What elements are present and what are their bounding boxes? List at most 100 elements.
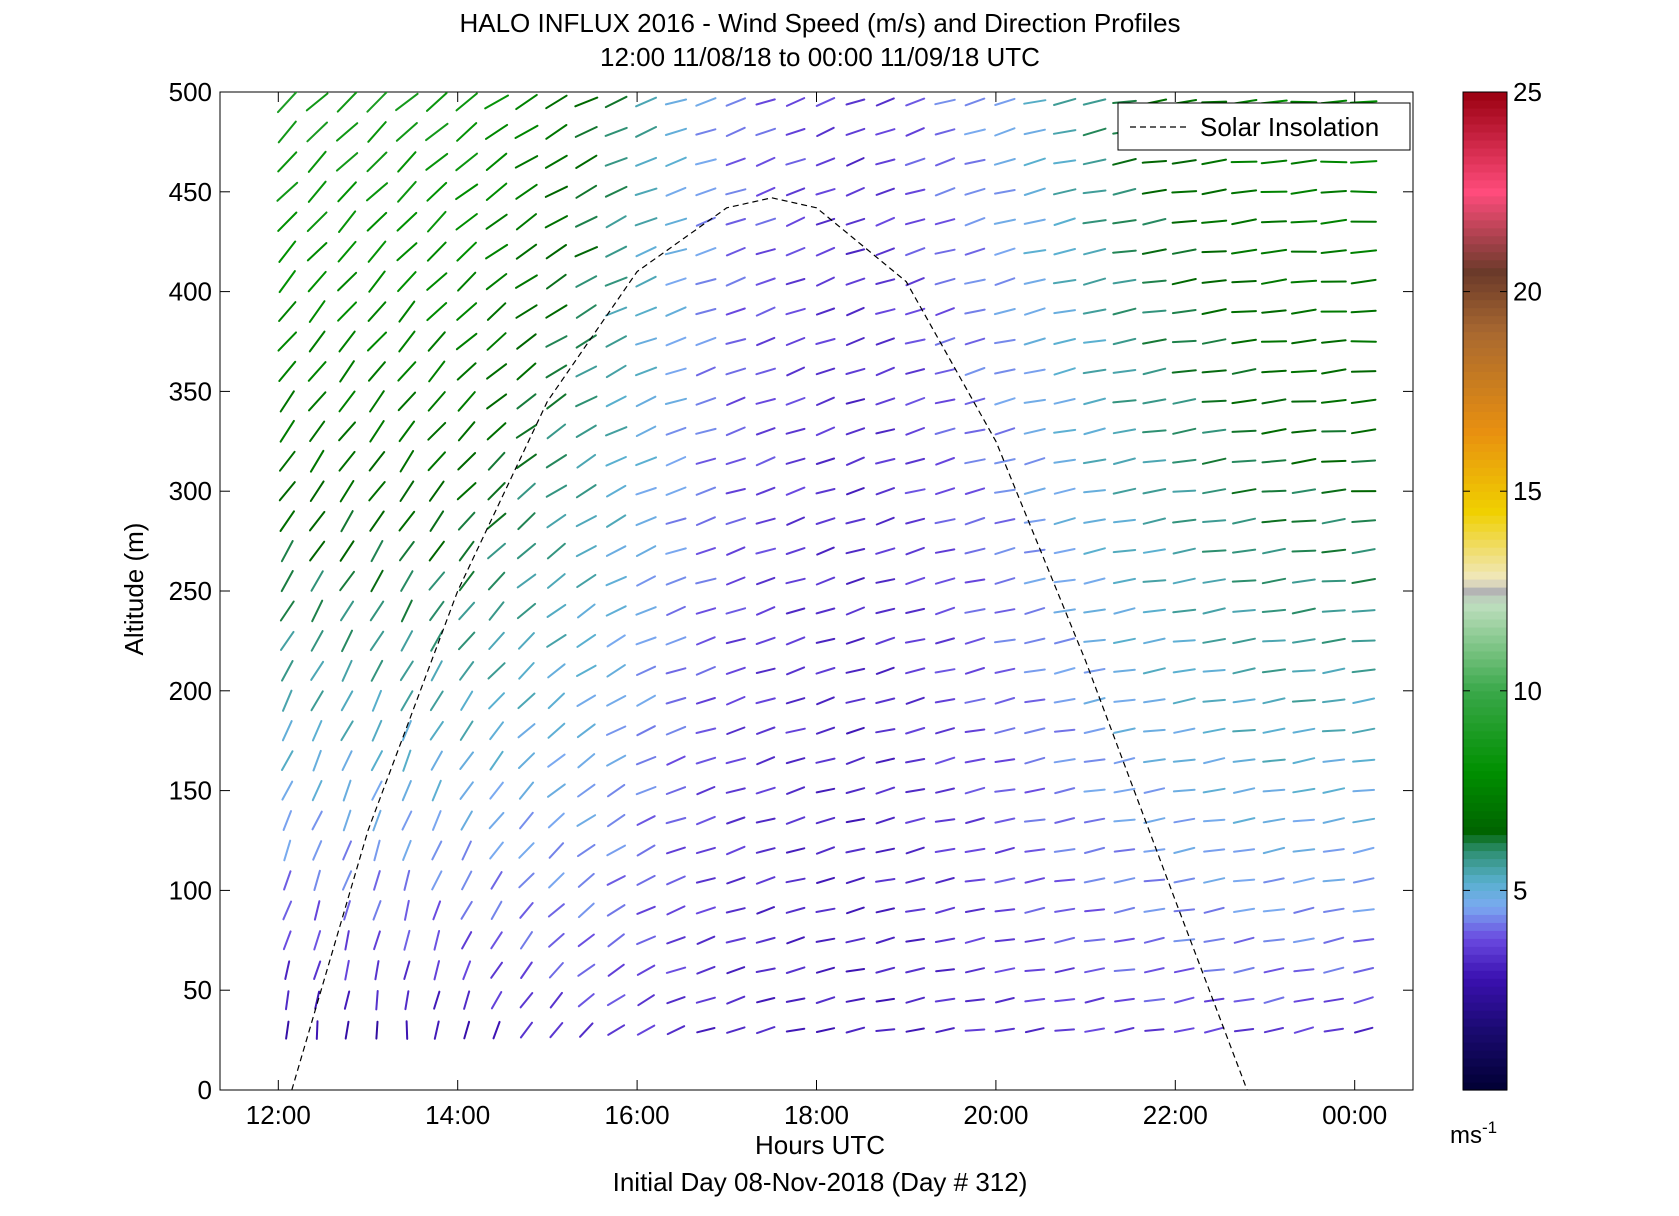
wind-barb <box>1291 519 1317 523</box>
chart-subtitle: 12:00 11/08/18 to 00:00 11/09/18 UTC <box>600 42 1040 72</box>
wind-barb <box>1082 98 1107 106</box>
wind-barb <box>1082 158 1107 166</box>
wind-barb <box>785 877 806 884</box>
wind-barb <box>1231 218 1257 226</box>
wind-barb <box>725 276 746 287</box>
wind-barb <box>549 1022 564 1039</box>
wind-barb <box>1024 937 1045 943</box>
wind-barb <box>664 217 688 226</box>
wind-barb <box>905 788 926 794</box>
colorbar-segment <box>1463 427 1507 436</box>
wind-barb <box>490 871 503 890</box>
wind-barb <box>935 727 955 735</box>
wind-barb <box>429 510 445 532</box>
wind-barb <box>964 907 985 913</box>
wind-barb <box>665 486 687 496</box>
wind-barb <box>755 456 776 467</box>
wind-barb <box>341 659 353 682</box>
wind-barb <box>278 360 297 382</box>
wind-barb <box>1083 518 1106 524</box>
wind-barb <box>1292 848 1316 853</box>
wind-barb <box>815 367 836 376</box>
colorbar-segment <box>1463 634 1507 644</box>
colorbar-segment <box>1463 99 1507 109</box>
wind-barb <box>575 484 597 499</box>
wind-barb <box>1291 308 1317 315</box>
wind-barb <box>1083 547 1106 555</box>
wind-barb <box>307 361 327 382</box>
wind-barb <box>460 810 473 831</box>
wind-barb <box>755 277 776 286</box>
colorbar-segment <box>1463 539 1507 548</box>
wind-barb <box>1290 188 1318 195</box>
wind-barb <box>994 97 1016 106</box>
wind-barb <box>1053 367 1076 376</box>
wind-barb <box>845 637 865 645</box>
wind-barb <box>725 157 746 167</box>
wind-barb <box>964 517 986 526</box>
wind-barb <box>845 1026 866 1034</box>
wind-barb <box>606 484 627 498</box>
wind-barb <box>964 667 985 675</box>
wind-barb <box>1293 906 1315 914</box>
colorbar: 5 10 15 20 25 ms-1 <box>1450 77 1542 1149</box>
wind-barb <box>785 727 806 734</box>
wind-barb <box>636 725 656 737</box>
wind-barb <box>785 636 806 646</box>
wind-barb <box>429 690 444 712</box>
wind-barb <box>1023 577 1046 585</box>
wind-barb <box>577 963 596 977</box>
wind-barb <box>1353 996 1374 1005</box>
wind-barb <box>1113 637 1136 644</box>
wind-barb <box>1173 908 1196 913</box>
wind-barb <box>636 844 656 857</box>
wind-barb <box>1172 608 1197 614</box>
wind-barb <box>815 846 835 855</box>
wind-barb <box>725 907 746 914</box>
wind-barb <box>575 515 597 528</box>
wind-barb <box>964 187 986 196</box>
wind-barb <box>277 120 297 144</box>
wind-barb <box>1352 697 1376 704</box>
colorbar-segment <box>1463 754 1507 764</box>
wind-barb <box>1262 758 1286 763</box>
wind-barb <box>756 906 775 915</box>
wind-barb <box>403 869 411 891</box>
colorbar-segment <box>1463 874 1507 884</box>
wind-barb <box>1290 220 1318 224</box>
wind-barb <box>695 336 717 347</box>
wind-barb <box>845 398 866 405</box>
wind-barb <box>370 659 384 682</box>
wind-barb <box>548 962 564 979</box>
wind-barb <box>1024 787 1046 794</box>
wind-barb <box>845 456 865 466</box>
wind-barb <box>515 183 538 200</box>
wind-barb <box>544 154 568 169</box>
wind-barb <box>1290 159 1317 165</box>
colorbar-segment <box>1463 602 1507 612</box>
wind-barb <box>875 907 895 914</box>
wind-barb <box>574 96 599 108</box>
wind-barb <box>576 573 597 589</box>
wind-barb <box>845 818 866 824</box>
wind-barb <box>1262 817 1286 824</box>
wind-barb <box>1112 307 1137 316</box>
wind-barb <box>516 393 537 410</box>
wind-barb <box>695 128 717 136</box>
wind-barb <box>1351 639 1376 643</box>
wind-barb <box>875 308 896 315</box>
colorbar-segment <box>1463 722 1507 732</box>
wind-barb <box>635 756 657 766</box>
colorbar-segment <box>1463 499 1507 508</box>
wind-barb <box>934 398 956 405</box>
x-tick-label: 00:00 <box>1322 1100 1387 1130</box>
wind-barb <box>905 607 926 614</box>
wind-barb <box>1054 998 1076 1003</box>
wind-barb <box>964 847 986 853</box>
wind-barb <box>755 248 776 256</box>
wind-barb <box>1351 519 1377 523</box>
wind-barb <box>785 997 806 1003</box>
wind-barb <box>1203 877 1226 884</box>
wind-barb <box>402 749 412 772</box>
